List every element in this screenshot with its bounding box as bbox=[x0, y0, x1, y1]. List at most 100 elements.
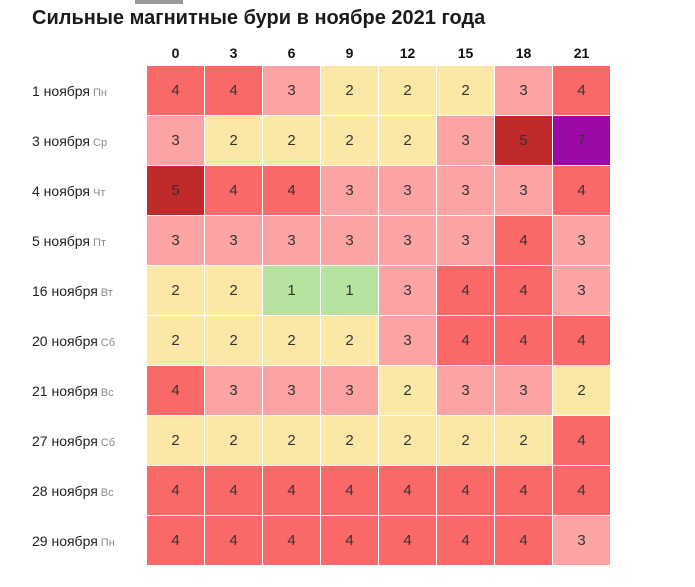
kp-cell: 3 bbox=[436, 215, 495, 266]
table-row: 28 ноября Вс 4 4 4 4 4 4 4 4 bbox=[32, 465, 611, 516]
row-label: 28 ноября Вс bbox=[32, 466, 147, 516]
kp-cell: 4 bbox=[494, 265, 553, 316]
kp-cell: 3 bbox=[552, 265, 611, 316]
storm-table: 0 3 6 9 12 15 18 21 1 ноября Пн 4 4 3 2 2 2 3 4 3 … bbox=[32, 40, 611, 566]
kp-cell: 7 bbox=[552, 115, 611, 166]
row-weekday: Пт bbox=[93, 236, 106, 249]
table-row: 21 ноября Вс 4 3 3 3 2 3 3 2 bbox=[32, 365, 611, 416]
kp-cell: 3 bbox=[262, 365, 321, 416]
row-date: 21 ноября bbox=[32, 382, 98, 399]
kp-cell: 4 bbox=[494, 515, 553, 566]
table-row: 20 ноября Сб 2 2 2 2 3 4 4 4 bbox=[32, 315, 611, 366]
kp-cell: 2 bbox=[436, 415, 495, 466]
kp-cell: 2 bbox=[146, 315, 205, 366]
kp-cell: 4 bbox=[378, 465, 437, 516]
kp-cell: 3 bbox=[204, 215, 263, 266]
row-weekday: Сб bbox=[100, 436, 116, 449]
hour-header: 12 bbox=[399, 44, 416, 61]
kp-cell: 3 bbox=[146, 115, 205, 166]
row-date: 20 ноября bbox=[32, 332, 98, 349]
kp-cell: 2 bbox=[378, 65, 437, 116]
hour-header: 0 bbox=[171, 44, 180, 61]
hour-header: 9 bbox=[345, 44, 354, 61]
row-label: 29 ноября Пн bbox=[32, 516, 147, 566]
table-row: 3 ноября Ср 3 2 2 2 2 3 5 7 bbox=[32, 115, 611, 166]
table-row: 29 ноября Пн 4 4 4 4 4 4 4 3 bbox=[32, 515, 611, 566]
hour-header: 15 bbox=[457, 44, 474, 61]
row-date: 28 ноября bbox=[32, 482, 98, 499]
kp-cell: 5 bbox=[494, 115, 553, 166]
row-weekday: Пн bbox=[100, 536, 115, 549]
kp-cell: 2 bbox=[146, 265, 205, 316]
kp-cell: 4 bbox=[494, 315, 553, 366]
kp-cell: 4 bbox=[146, 65, 205, 116]
kp-cell: 4 bbox=[436, 515, 495, 566]
kp-cell: 4 bbox=[378, 515, 437, 566]
kp-cell: 2 bbox=[204, 415, 263, 466]
kp-cell: 3 bbox=[552, 515, 611, 566]
kp-cell: 4 bbox=[204, 515, 263, 566]
kp-cell: 4 bbox=[320, 465, 379, 516]
kp-cell: 2 bbox=[320, 415, 379, 466]
kp-cell: 3 bbox=[262, 215, 321, 266]
kp-cell: 3 bbox=[436, 115, 495, 166]
kp-cell: 4 bbox=[436, 265, 495, 316]
kp-cell: 4 bbox=[552, 465, 611, 516]
row-label: 4 ноября Чт bbox=[32, 166, 147, 216]
hour-header: 3 bbox=[229, 44, 238, 61]
kp-cell: 4 bbox=[204, 65, 263, 116]
kp-cell: 4 bbox=[436, 465, 495, 516]
row-weekday: Пн bbox=[93, 86, 107, 99]
page-title: Сильные магнитные бури в ноябре 2021 год… bbox=[32, 7, 486, 29]
row-date: 29 ноября bbox=[32, 532, 98, 549]
kp-cell: 2 bbox=[378, 415, 437, 466]
kp-cell: 3 bbox=[378, 165, 437, 216]
row-date: 1 ноября bbox=[32, 82, 91, 99]
kp-cell: 2 bbox=[262, 315, 321, 366]
top-tab-marker bbox=[135, 0, 183, 4]
row-date: 4 ноября bbox=[32, 182, 91, 199]
kp-cell: 4 bbox=[552, 165, 611, 216]
kp-cell: 4 bbox=[262, 165, 321, 216]
row-label: 5 ноября Пт bbox=[32, 216, 147, 266]
row-weekday: Вс bbox=[100, 486, 114, 499]
kp-cell: 1 bbox=[262, 265, 321, 316]
row-date: 16 ноября bbox=[32, 282, 98, 299]
kp-cell: 3 bbox=[378, 215, 437, 266]
kp-cell: 3 bbox=[552, 215, 611, 266]
kp-cell: 2 bbox=[320, 315, 379, 366]
row-weekday: Вс bbox=[100, 386, 114, 399]
row-date: 3 ноября bbox=[32, 132, 91, 149]
kp-cell: 4 bbox=[320, 515, 379, 566]
row-label: 21 ноября Вс bbox=[32, 366, 147, 416]
row-date: 27 ноября bbox=[32, 432, 98, 449]
kp-cell: 3 bbox=[378, 265, 437, 316]
header-corner bbox=[32, 40, 147, 66]
row-label: 16 ноября Вт bbox=[32, 266, 147, 316]
kp-cell: 2 bbox=[146, 415, 205, 466]
kp-cell: 3 bbox=[378, 315, 437, 366]
kp-cell: 2 bbox=[494, 415, 553, 466]
kp-cell: 2 bbox=[262, 115, 321, 166]
kp-cell: 3 bbox=[436, 365, 495, 416]
table-row: 4 ноября Чт 5 4 4 3 3 3 3 4 bbox=[32, 165, 611, 216]
kp-cell: 4 bbox=[552, 415, 611, 466]
row-date: 5 ноября bbox=[32, 232, 91, 249]
kp-cell: 3 bbox=[146, 215, 205, 266]
storm-table-body: 1 ноября Пн 4 4 3 2 2 2 3 4 3 ноября Ср 3 2 2 2 2 3 5 7 4 но… bbox=[32, 65, 611, 566]
kp-cell: 4 bbox=[552, 315, 611, 366]
row-label: 27 ноября Сб bbox=[32, 416, 147, 466]
kp-cell: 2 bbox=[204, 265, 263, 316]
table-row: 16 ноября Вт 2 2 1 1 3 4 4 3 bbox=[32, 265, 611, 316]
kp-cell: 2 bbox=[320, 65, 379, 116]
table-row: 1 ноября Пн 4 4 3 2 2 2 3 4 bbox=[32, 65, 611, 116]
kp-cell: 4 bbox=[262, 515, 321, 566]
hour-header: 6 bbox=[287, 44, 296, 61]
kp-cell: 2 bbox=[552, 365, 611, 416]
table-row: 27 ноября Сб 2 2 2 2 2 2 2 4 bbox=[32, 415, 611, 466]
kp-cell: 2 bbox=[320, 115, 379, 166]
row-weekday: Сб bbox=[100, 336, 116, 349]
kp-cell: 3 bbox=[320, 215, 379, 266]
row-weekday: Вт bbox=[100, 286, 113, 299]
kp-cell: 1 bbox=[320, 265, 379, 316]
